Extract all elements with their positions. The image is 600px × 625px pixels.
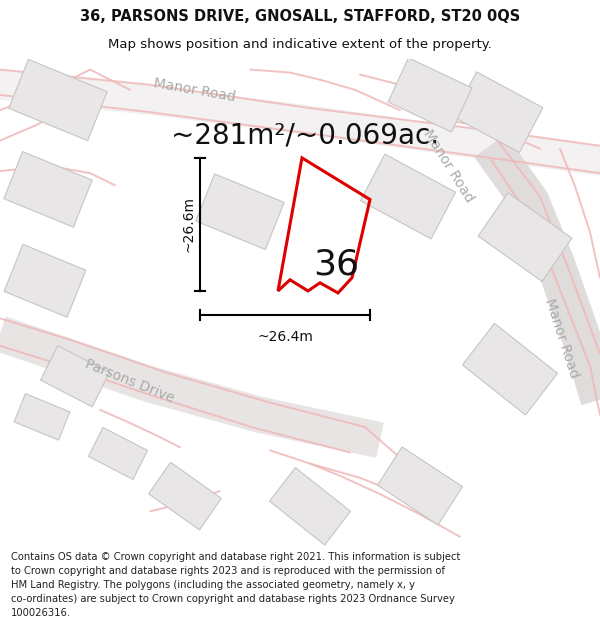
Text: Manor Road: Manor Road xyxy=(153,76,237,104)
Text: Parsons Drive: Parsons Drive xyxy=(83,357,177,406)
Text: HM Land Registry. The polygons (including the associated geometry, namely x, y: HM Land Registry. The polygons (includin… xyxy=(11,580,415,590)
Polygon shape xyxy=(196,174,284,249)
Polygon shape xyxy=(88,428,148,479)
Text: 36: 36 xyxy=(313,247,359,281)
Text: Manor Road: Manor Road xyxy=(542,297,581,380)
Text: 36, PARSONS DRIVE, GNOSALL, STAFFORD, ST20 0QS: 36, PARSONS DRIVE, GNOSALL, STAFFORD, ST… xyxy=(80,9,520,24)
Polygon shape xyxy=(478,192,572,281)
Text: Manor Road: Manor Road xyxy=(420,127,476,205)
Polygon shape xyxy=(361,154,455,239)
Polygon shape xyxy=(4,244,86,318)
Polygon shape xyxy=(9,59,107,141)
Polygon shape xyxy=(463,323,557,415)
Polygon shape xyxy=(453,72,543,152)
Text: ~281m²/~0.069ac.: ~281m²/~0.069ac. xyxy=(171,121,439,149)
Polygon shape xyxy=(388,58,472,132)
Text: 100026316.: 100026316. xyxy=(11,608,71,618)
Text: to Crown copyright and database rights 2023 and is reproduced with the permissio: to Crown copyright and database rights 2… xyxy=(11,566,445,576)
Text: Map shows position and indicative extent of the property.: Map shows position and indicative extent… xyxy=(108,38,492,51)
Text: Contains OS data © Crown copyright and database right 2021. This information is : Contains OS data © Crown copyright and d… xyxy=(11,552,460,562)
Polygon shape xyxy=(377,447,463,525)
Polygon shape xyxy=(149,462,221,530)
Polygon shape xyxy=(14,394,70,440)
Text: ~26.6m: ~26.6m xyxy=(181,196,195,252)
Text: co-ordinates) are subject to Crown copyright and database rights 2023 Ordnance S: co-ordinates) are subject to Crown copyr… xyxy=(11,594,455,604)
Polygon shape xyxy=(4,152,92,227)
Polygon shape xyxy=(41,346,109,407)
Text: ~26.4m: ~26.4m xyxy=(257,329,313,344)
Polygon shape xyxy=(269,468,350,545)
